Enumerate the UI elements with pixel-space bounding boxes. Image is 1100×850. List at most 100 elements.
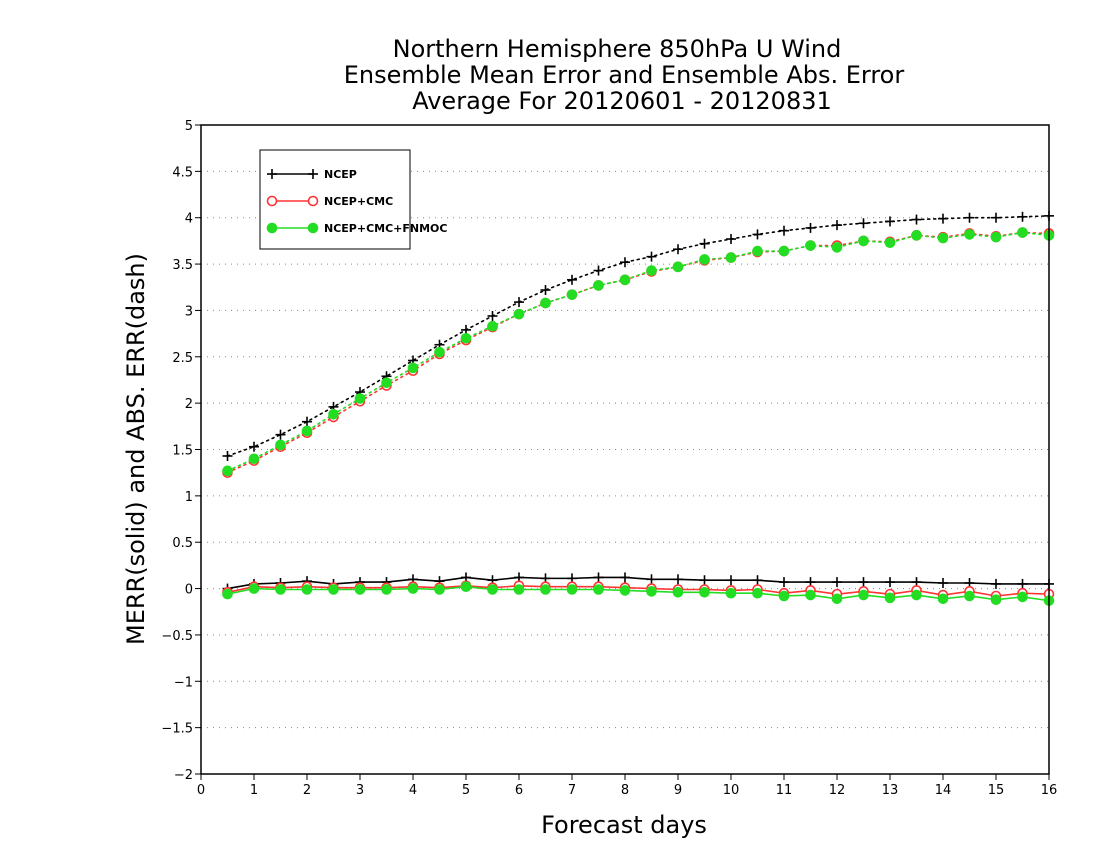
data-point-ncep-cmc-fnmoc-mean-err bbox=[699, 586, 710, 598]
data-point-ncep-cmc-fnmoc-abs-err bbox=[301, 425, 313, 437]
data-point-ncep-cmc-fnmoc-mean-err bbox=[434, 584, 445, 595]
data-point-ncep-abs-err bbox=[487, 310, 498, 321]
data-point-ncep-mean-err bbox=[726, 575, 736, 586]
x-tick-label: 16 bbox=[1041, 783, 1058, 798]
data-point-ncep-cmc-fnmoc-abs-err bbox=[381, 377, 392, 389]
series-line-ncep-cmc-fnmoc-abs-err bbox=[226, 231, 1050, 472]
data-point-ncep-cmc-fnmoc-mean-err bbox=[301, 584, 313, 595]
plot-series bbox=[222, 210, 1055, 606]
x-tick-label: 11 bbox=[776, 783, 793, 798]
y-tick-label: −2 bbox=[174, 768, 193, 783]
y-tick-label: 4 bbox=[185, 212, 193, 227]
data-point-ncep-cmc-fnmoc-abs-err bbox=[248, 453, 260, 465]
data-point-ncep-cmc-fnmoc-abs-err bbox=[275, 439, 286, 451]
legend-marker bbox=[266, 195, 278, 207]
data-point-ncep-cmc-fnmoc-abs-err bbox=[725, 252, 737, 263]
data-point-ncep-mean-err bbox=[646, 574, 657, 585]
data-point-ncep-cmc-fnmoc-abs-err bbox=[672, 261, 684, 273]
x-tick-label: 1 bbox=[250, 783, 258, 798]
data-point-ncep-cmc-fnmoc-mean-err bbox=[381, 584, 392, 595]
y-tick-label: 0.5 bbox=[172, 536, 193, 551]
series-line-ncep-abs-err bbox=[226, 215, 1050, 457]
y-tick-label: 5 bbox=[185, 119, 193, 134]
y-tick-label: 3 bbox=[185, 304, 193, 319]
data-point-ncep-mean-err bbox=[1017, 578, 1028, 589]
x-axis-label: Forecast days bbox=[541, 811, 707, 839]
x-tick-label: 10 bbox=[723, 783, 740, 798]
legend-item-ncep-cmc-fnmoc: NCEP+CMC+FNMOC bbox=[266, 222, 447, 235]
data-point-ncep-abs-err bbox=[567, 274, 577, 285]
data-point-ncep-cmc-fnmoc-mean-err bbox=[858, 589, 869, 601]
y-tick-label: 4.5 bbox=[172, 165, 193, 180]
y-tick-label: 2 bbox=[185, 397, 193, 412]
data-point-ncep-cmc-fnmoc-mean-err bbox=[937, 593, 949, 605]
data-point-ncep-abs-err bbox=[964, 212, 975, 223]
data-point-ncep-cmc-fnmoc-abs-err bbox=[911, 230, 922, 241]
x-tick-label: 8 bbox=[621, 783, 629, 798]
data-point-ncep-cmc-fnmoc-mean-err bbox=[725, 587, 737, 599]
data-point-ncep-mean-err bbox=[620, 572, 630, 583]
data-point-ncep-abs-err bbox=[938, 213, 948, 224]
data-point-ncep-cmc-fnmoc-mean-err bbox=[222, 588, 233, 600]
data-point-ncep-cmc-fnmoc-mean-err bbox=[672, 586, 684, 598]
data-point-ncep-abs-err bbox=[858, 218, 869, 229]
data-point-ncep-cmc-fnmoc-abs-err bbox=[699, 254, 710, 265]
x-tick-label: 2 bbox=[303, 783, 311, 798]
legend-item-ncep-cmc: NCEP+CMC bbox=[266, 195, 393, 208]
data-point-ncep-cmc-fnmoc-abs-err bbox=[937, 232, 949, 244]
data-point-ncep-cmc-fnmoc-mean-err bbox=[328, 584, 339, 595]
data-point-ncep-mean-err bbox=[593, 572, 604, 583]
data-point-ncep-cmc-fnmoc-abs-err bbox=[434, 346, 445, 358]
x-tick-label: 9 bbox=[674, 783, 682, 798]
data-point-ncep-cmc-fnmoc-abs-err bbox=[858, 235, 869, 247]
data-point-ncep-cmc-fnmoc-mean-err bbox=[248, 583, 260, 594]
data-point-ncep-mean-err bbox=[938, 578, 948, 589]
y-tick-label: 0 bbox=[185, 583, 193, 598]
data-point-ncep-abs-err bbox=[593, 265, 604, 276]
data-point-ncep-abs-err bbox=[991, 212, 1001, 223]
y-tick-label: 1.5 bbox=[172, 444, 193, 459]
x-tick-label: 15 bbox=[988, 783, 1005, 798]
data-point-ncep-cmc-fnmoc-mean-err bbox=[593, 584, 604, 595]
data-point-ncep-cmc-fnmoc-abs-err bbox=[619, 274, 631, 286]
legend-label: NCEP+CMC bbox=[324, 195, 393, 208]
data-point-ncep-mean-err bbox=[858, 577, 869, 588]
data-point-ncep-cmc-fnmoc-abs-err bbox=[354, 393, 366, 404]
data-point-ncep-cmc-fnmoc-mean-err bbox=[752, 587, 763, 599]
data-point-ncep-abs-err bbox=[222, 450, 233, 461]
data-point-ncep-cmc-fnmoc-abs-err bbox=[752, 245, 763, 257]
data-point-ncep-mean-err bbox=[752, 575, 763, 586]
data-point-ncep-cmc-fnmoc-abs-err bbox=[513, 308, 525, 320]
data-point-ncep-abs-err bbox=[832, 220, 842, 231]
chart-title-line-3: Average For 20120601 - 20120831 bbox=[412, 87, 832, 115]
legend-marker bbox=[307, 222, 319, 234]
data-point-ncep-cmc-fnmoc-abs-err bbox=[778, 245, 790, 257]
data-point-ncep-cmc-fnmoc-mean-err bbox=[805, 589, 816, 601]
series-line-ncep-cmc-abs-err bbox=[226, 231, 1050, 474]
data-point-ncep-cmc-fnmoc-mean-err bbox=[646, 586, 657, 597]
legend-marker bbox=[308, 169, 318, 179]
legend: NCEP NCEP+CMC NCEP+CMC+FNMOC bbox=[259, 149, 447, 250]
data-point-ncep-cmc-fnmoc-abs-err bbox=[964, 229, 975, 240]
data-point-ncep-cmc-fnmoc-abs-err bbox=[990, 231, 1002, 243]
data-point-ncep-abs-err bbox=[779, 225, 789, 236]
data-point-ncep-cmc-fnmoc-mean-err bbox=[540, 584, 551, 595]
data-point-ncep-cmc-fnmoc-mean-err bbox=[964, 590, 975, 602]
data-point-ncep-cmc-fnmoc-abs-err bbox=[328, 408, 339, 420]
data-point-ncep-abs-err bbox=[302, 416, 312, 427]
y-tick-label: 1 bbox=[185, 490, 193, 505]
data-point-ncep-cmc-fnmoc-abs-err bbox=[1017, 227, 1028, 238]
y-tick-label: 3.5 bbox=[172, 258, 193, 273]
data-point-ncep-abs-err bbox=[911, 214, 922, 225]
data-point-ncep-abs-err bbox=[620, 257, 630, 268]
data-point-ncep-cmc-fnmoc-abs-err bbox=[593, 280, 604, 291]
data-point-ncep-mean-err bbox=[832, 577, 842, 588]
x-tick-label: 13 bbox=[882, 783, 899, 798]
legend-marker bbox=[266, 222, 278, 234]
data-point-ncep-abs-err bbox=[805, 222, 816, 233]
y-tick-label: −1.5 bbox=[161, 722, 193, 737]
chart-title: Northern Hemisphere 850hPa U Wind Ensemb… bbox=[344, 35, 905, 115]
data-point-ncep-cmc-fnmoc-abs-err bbox=[487, 320, 498, 332]
x-tick-label: 0 bbox=[197, 783, 205, 798]
